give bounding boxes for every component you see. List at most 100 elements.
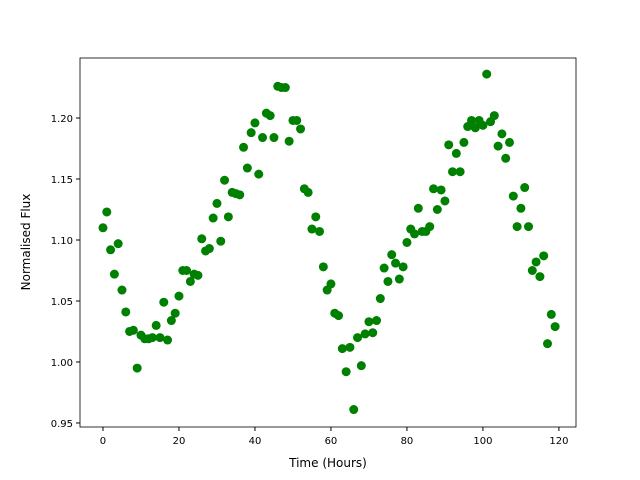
- point: [303, 187, 313, 197]
- point: [345, 342, 355, 352]
- point: [284, 136, 294, 146]
- point: [265, 111, 275, 121]
- point: [546, 309, 556, 319]
- point: [531, 257, 541, 267]
- point: [451, 148, 461, 158]
- point: [220, 175, 230, 185]
- point: [102, 207, 112, 217]
- point: [550, 322, 560, 332]
- point: [163, 335, 173, 345]
- point: [508, 191, 518, 201]
- point: [349, 405, 359, 415]
- point: [216, 236, 226, 246]
- point: [109, 269, 119, 279]
- point: [280, 83, 290, 93]
- point: [524, 222, 534, 232]
- point: [250, 118, 260, 128]
- point: [254, 169, 264, 179]
- point: [311, 212, 321, 222]
- point: [467, 115, 477, 125]
- point: [128, 325, 138, 335]
- point: [394, 274, 404, 284]
- point: [296, 124, 306, 134]
- point: [239, 142, 249, 152]
- y-tick-label: 1.10: [51, 236, 73, 247]
- point: [493, 141, 503, 151]
- point: [113, 239, 123, 249]
- point: [527, 265, 537, 275]
- x-tick-label: 0: [100, 436, 106, 447]
- y-axis-label: Normalised Flux: [19, 194, 33, 291]
- point: [147, 333, 157, 343]
- point: [258, 133, 268, 143]
- point: [132, 363, 142, 373]
- point: [246, 128, 256, 138]
- point: [368, 328, 378, 338]
- point: [516, 203, 526, 213]
- point: [539, 251, 549, 261]
- point: [425, 222, 435, 232]
- point: [318, 262, 328, 272]
- point: [372, 316, 382, 326]
- point: [444, 140, 454, 150]
- point: [398, 262, 408, 272]
- point: [182, 265, 192, 275]
- point: [429, 184, 439, 194]
- x-tick-label: 80: [401, 436, 414, 447]
- point: [497, 129, 507, 139]
- point: [375, 294, 385, 304]
- point: [334, 311, 344, 321]
- point: [121, 307, 131, 317]
- point: [413, 203, 423, 213]
- point: [269, 133, 279, 143]
- point: [489, 111, 499, 121]
- x-tick-label: 120: [549, 436, 568, 447]
- point: [432, 205, 442, 215]
- point: [364, 317, 374, 327]
- point: [440, 196, 450, 206]
- point: [353, 333, 363, 343]
- x-tick-label: 60: [325, 436, 338, 447]
- point: [535, 272, 545, 282]
- x-tick-label: 20: [173, 436, 186, 447]
- point: [242, 163, 252, 173]
- point: [326, 279, 336, 289]
- point: [505, 137, 515, 147]
- point: [470, 123, 480, 133]
- point: [292, 115, 302, 125]
- point: [341, 367, 351, 377]
- y-tick-label: 1.05: [51, 297, 73, 308]
- point: [170, 308, 180, 318]
- plot-frame: [79, 57, 577, 428]
- point: [193, 270, 203, 280]
- point: [197, 234, 207, 244]
- point: [307, 224, 317, 234]
- point: [402, 237, 412, 247]
- point: [356, 361, 366, 371]
- y-tick-label: 1.15: [51, 175, 73, 186]
- point: [235, 190, 245, 200]
- point: [455, 167, 465, 177]
- point: [520, 183, 530, 193]
- point: [391, 258, 401, 268]
- point: [151, 320, 161, 330]
- point: [478, 120, 488, 130]
- y-tick-label: 0.95: [51, 419, 73, 430]
- y-tick-label: 1.20: [51, 114, 73, 125]
- point: [208, 213, 218, 223]
- point: [383, 276, 393, 286]
- point: [223, 212, 233, 222]
- point: [185, 276, 195, 286]
- point: [166, 316, 176, 326]
- y-tick-label: 1.00: [51, 358, 73, 369]
- point: [204, 244, 214, 254]
- point: [117, 285, 127, 295]
- x-axis-label: Time (Hours): [288, 456, 367, 470]
- point: [155, 333, 165, 343]
- point: [387, 250, 397, 260]
- point: [106, 245, 116, 255]
- point: [436, 185, 446, 195]
- point: [410, 229, 420, 239]
- point: [501, 153, 511, 163]
